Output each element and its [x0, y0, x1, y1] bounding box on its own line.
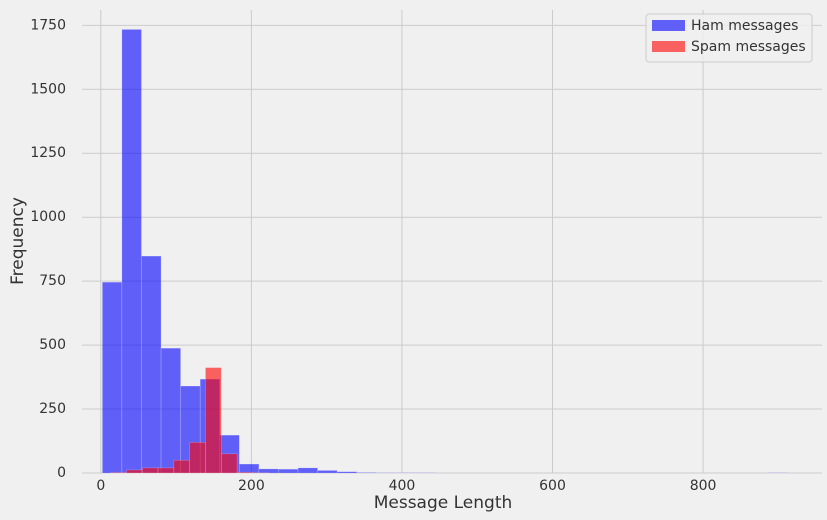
legend-swatch [652, 41, 685, 52]
grid [82, 10, 822, 474]
x-tick-label: 0 [96, 478, 105, 494]
bar [141, 467, 159, 474]
bar [297, 467, 318, 474]
bar [121, 29, 142, 474]
legend-swatch [652, 20, 685, 31]
bar [173, 459, 190, 474]
bar [141, 255, 162, 474]
y-axis-label: Frequency [8, 197, 28, 285]
y-tick-label: 500 [39, 337, 66, 353]
bar [258, 468, 279, 474]
bar [160, 347, 181, 474]
bar [157, 467, 175, 474]
y-tick-label: 1500 [30, 81, 66, 97]
bar [189, 442, 206, 474]
x-tick-label: 400 [389, 478, 416, 494]
legend-label: Spam messages [691, 39, 806, 55]
legend-box [645, 13, 813, 63]
x-axis-label: Message Length [374, 493, 513, 513]
y-tick-label: 1000 [30, 209, 66, 225]
x-tick-label: 200 [238, 478, 265, 494]
y-tick-label: 250 [39, 401, 66, 417]
bar [236, 471, 254, 474]
bar [102, 281, 123, 474]
bar [205, 367, 222, 474]
bar [317, 470, 338, 474]
bar [126, 469, 143, 474]
bar [336, 471, 358, 474]
y-tick-label: 750 [39, 273, 66, 289]
y-tick-label: 1750 [30, 17, 66, 33]
bar [239, 463, 260, 474]
bars [102, 29, 788, 474]
legend: Ham messages Spam messages [645, 13, 813, 63]
x-tick-label: 600 [539, 478, 566, 494]
bar [110, 472, 127, 474]
legend-label: Ham messages [691, 18, 798, 34]
y-tick-label: 0 [57, 465, 66, 481]
bar [220, 453, 238, 474]
bar [356, 472, 377, 474]
y-tick-label: 1250 [30, 145, 66, 161]
bar [278, 468, 299, 474]
x-tick-label: 800 [690, 478, 717, 494]
